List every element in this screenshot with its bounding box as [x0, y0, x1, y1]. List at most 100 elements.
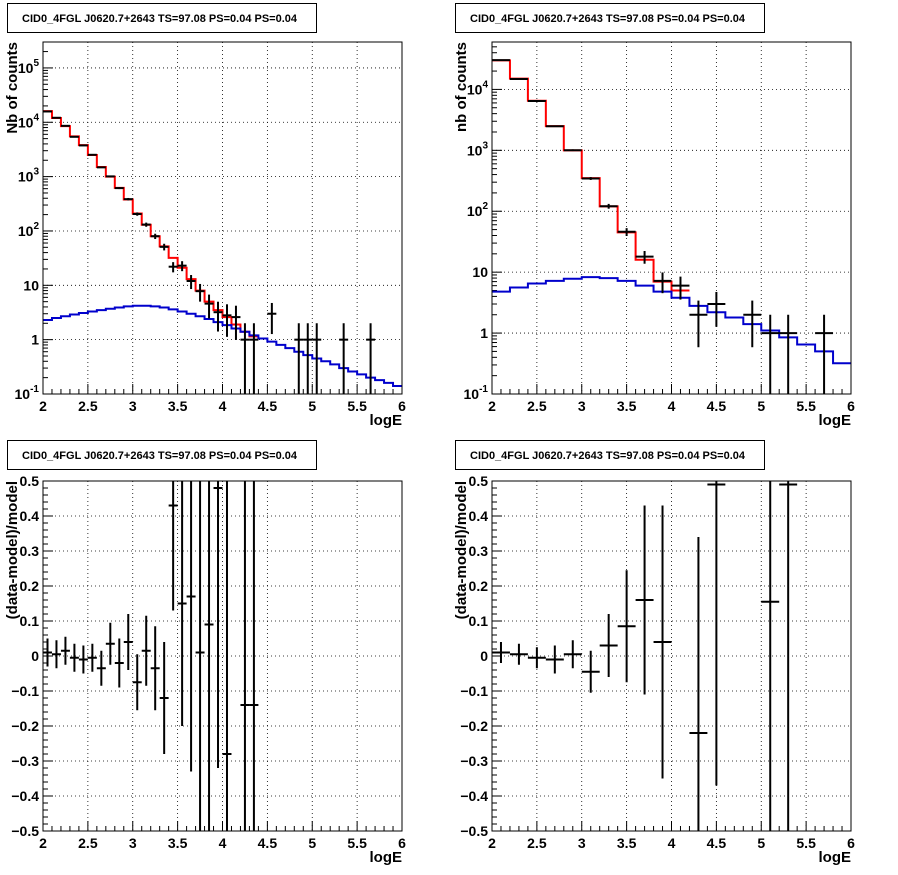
data-point: [96, 650, 106, 686]
data-point: [123, 614, 133, 670]
data-point: [168, 262, 178, 273]
data-point: [743, 300, 762, 348]
plot-frame: [491, 480, 852, 832]
data-point: [150, 626, 160, 711]
data-point: [204, 294, 214, 319]
data-point: [105, 175, 115, 178]
y-tick-label: 103: [18, 167, 40, 185]
grid: [492, 481, 851, 831]
y-tick-label: −0.1: [11, 683, 39, 699]
x-tick-label: 4.5: [707, 398, 727, 414]
data-point: [339, 323, 349, 394]
data-point: [213, 481, 223, 768]
y-tick-label: 0.3: [469, 543, 489, 559]
data-point: [581, 177, 600, 180]
data-point: [761, 314, 780, 394]
x-tick-label: 4.5: [258, 398, 278, 414]
data-point: [599, 203, 618, 209]
axis-ticks: [42, 41, 403, 395]
y-tick-label: 102: [18, 221, 40, 239]
y-tick-label: −0.2: [11, 718, 39, 734]
data-point: [617, 228, 636, 237]
data-point: [653, 505, 672, 779]
data-point: [222, 481, 232, 831]
x-axis-label: logE: [819, 412, 852, 429]
data-point: [635, 505, 654, 695]
y-tick-label: 1: [31, 332, 39, 348]
x-tick-label: 5: [308, 835, 316, 851]
data-point: [545, 645, 564, 674]
x-tick-label: 4: [668, 835, 676, 851]
data-layer: [492, 481, 798, 831]
data-layer: [43, 481, 259, 831]
x-tick-label: 5.5: [796, 835, 816, 851]
data-point: [689, 537, 708, 831]
y-tick-label: 103: [467, 140, 489, 158]
panel-4-title: CID0_4FGL J0620.7+2643 TS=97.08 PS=0.04 …: [455, 440, 765, 470]
y-tick-label: 1: [480, 325, 488, 341]
x-tick-label: 3.5: [617, 835, 637, 851]
x-tick-label: 5: [308, 398, 316, 414]
y-tick-label: 0.2: [20, 578, 40, 594]
y-tick-label: −0.5: [11, 823, 39, 839]
data-point: [78, 645, 88, 674]
data-point: [366, 323, 376, 394]
x-tick-label: 2: [39, 835, 47, 851]
panel-2-title: CID0_4FGL J0620.7+2643 TS=97.08 PS=0.04 …: [455, 3, 765, 33]
data-point: [186, 481, 196, 772]
chart-panel-3: 2 2.5 3 3.5 4 4.5 5 5.5 6 −0.5 −0.4 −0.3 −0.2 −0.1 0 0.…: [4, 473, 406, 866]
y-tick-label: 10: [23, 277, 39, 293]
y-tick-label: 0.4: [20, 508, 40, 524]
data-point: [761, 481, 780, 831]
data-point: [689, 300, 708, 348]
data-layer: [43, 110, 402, 394]
x-tick-label: 5.5: [796, 398, 816, 414]
grid: [43, 42, 402, 394]
y-tick-label: 105: [18, 58, 40, 76]
data-point: [78, 144, 88, 147]
data-point: [204, 481, 214, 831]
data-point: [492, 642, 510, 663]
data-point: [141, 222, 151, 227]
x-axis-label: logE: [370, 849, 403, 866]
data-point: [168, 481, 178, 611]
x-tick-label: 4.5: [258, 835, 278, 851]
x-tick-label: 2: [488, 398, 496, 414]
x-tick-label: 2.5: [78, 835, 98, 851]
y-tick-label: −0.5: [460, 823, 488, 839]
x-tick-label: 3.5: [168, 835, 188, 851]
x-tick-label: 6: [847, 398, 855, 414]
data-point: [671, 276, 690, 300]
x-tick-label: 5.5: [347, 398, 367, 414]
x-axis-label: logE: [370, 412, 403, 429]
x-tick-label: 2: [488, 835, 496, 851]
y-tick-label: 0.2: [469, 578, 489, 594]
data-point: [527, 100, 546, 103]
data-point: [222, 304, 232, 337]
data-point: [150, 233, 160, 240]
y-tick-label: 0.5: [20, 473, 40, 489]
grid: [43, 481, 402, 831]
histogram-series-2: [43, 304, 402, 388]
data-point: [267, 302, 277, 335]
data-point: [60, 636, 70, 665]
data-point: [617, 570, 636, 683]
y-tick-label: 10-1: [15, 384, 40, 402]
data-point: [177, 261, 187, 272]
y-tick-label: 104: [467, 79, 489, 97]
x-tick-label: 3: [129, 835, 137, 851]
data-point: [69, 643, 79, 672]
data-point: [563, 149, 582, 152]
y-tick-label: −0.1: [460, 683, 488, 699]
x-tick-label: 4: [219, 835, 227, 851]
data-point: [141, 615, 151, 686]
x-tick-label: 6: [847, 835, 855, 851]
data-point: [581, 650, 600, 693]
data-point: [599, 614, 618, 677]
y-tick-label: 0.3: [20, 543, 40, 559]
y-tick-label: 0.1: [469, 613, 489, 629]
y-tick-label: 10: [472, 264, 488, 280]
data-point: [707, 481, 726, 786]
data-point: [527, 647, 546, 669]
